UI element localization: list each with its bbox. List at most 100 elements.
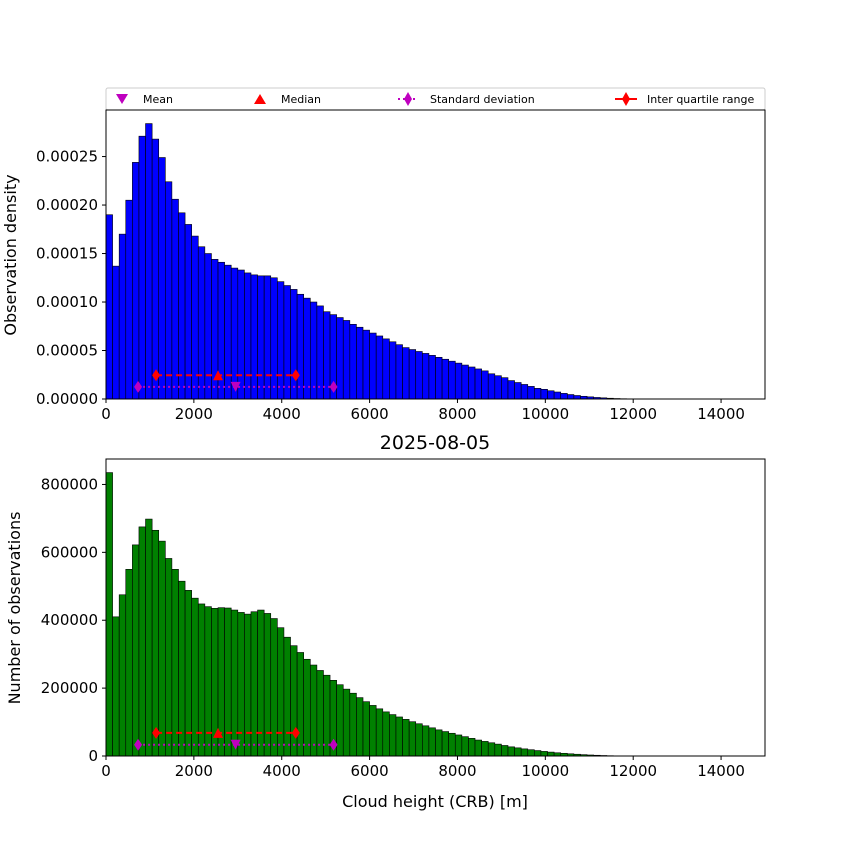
std-high-marker: [329, 738, 338, 751]
histogram-bar: [316, 305, 324, 400]
histogram-bar: [441, 731, 449, 757]
histogram-bar: [244, 613, 252, 757]
histogram-bar: [514, 747, 522, 757]
y-tick-label: 0.00005: [36, 342, 98, 360]
histogram-bar: [125, 199, 133, 400]
histogram-bar: [441, 358, 449, 400]
histogram-bar: [125, 569, 133, 757]
y-tick-label: 0: [88, 747, 98, 765]
histogram-bar: [138, 135, 146, 400]
histogram-bar: [296, 293, 304, 400]
x-tick-label: 2000: [175, 762, 213, 780]
histogram-bar: [230, 267, 239, 400]
histogram-bar: [461, 364, 469, 400]
histogram-bar: [283, 636, 291, 757]
histogram-bar: [468, 738, 476, 757]
histogram-bar: [448, 732, 456, 757]
histogram-bar: [507, 746, 515, 757]
histogram-bar: [178, 212, 186, 400]
x-tick-label: 10000: [521, 405, 569, 423]
histogram-bar: [151, 529, 160, 757]
histogram-bar: [112, 616, 120, 757]
histogram-bar: [408, 349, 417, 400]
histogram-bar: [178, 580, 186, 757]
top-y-axis-label: Observation density: [1, 174, 20, 335]
x-tick-label: 12000: [609, 762, 657, 780]
legend: Mean Median Standard deviation Inter qua…: [105, 87, 766, 111]
histogram-bar: [257, 609, 265, 757]
histogram-bar: [448, 360, 456, 400]
histogram-bar: [547, 751, 555, 757]
x-tick-label: 12000: [609, 405, 657, 423]
histogram-bar: [428, 355, 436, 400]
std-high-marker: [329, 380, 338, 393]
histogram-bar: [474, 368, 482, 400]
histogram-bar: [382, 338, 390, 400]
histogram-bar: [389, 341, 397, 400]
histogram-bar: [277, 627, 285, 757]
x-tick-label: 2000: [175, 405, 213, 423]
histogram-bar: [402, 347, 410, 400]
y-tick-label: 0.00000: [36, 390, 98, 408]
histogram-bar: [487, 742, 496, 757]
bottom-y-ticks: 0 200000 400000 600000 800000: [41, 475, 106, 765]
histogram-bar: [395, 716, 403, 757]
histogram-bar: [303, 658, 311, 757]
histogram-bar: [263, 275, 272, 400]
histogram-bar: [204, 253, 212, 400]
x-tick-label: 8000: [438, 405, 476, 423]
std-low-marker: [134, 380, 143, 393]
mean-marker: [230, 739, 241, 750]
histogram-bar: [237, 612, 245, 757]
y-tick-label: 0.00010: [36, 293, 98, 311]
histogram-bar: [560, 393, 568, 400]
histogram-bar: [494, 375, 502, 400]
histogram-bar: [501, 377, 509, 400]
histogram-bar: [362, 701, 370, 757]
histogram-bar: [138, 526, 146, 757]
median-marker: [213, 370, 224, 381]
histogram-bar: [290, 289, 298, 400]
histogram-bar: [534, 750, 542, 757]
histogram-bar: [171, 569, 179, 757]
x-tick-label: 14000: [697, 405, 745, 423]
histogram-bar: [369, 332, 377, 400]
bottom-axes-frame: [105, 458, 766, 757]
top-x-ticks: 0 2000 4000 6000 8000 10000 12000 14000: [101, 399, 745, 423]
legend-std-label: Standard deviation: [430, 93, 535, 106]
histogram-bar: [145, 518, 153, 757]
histogram-bar: [309, 301, 318, 400]
histogram-bar: [395, 344, 403, 400]
histogram-bar: [474, 739, 482, 757]
top-axes-frame: [105, 109, 766, 400]
histogram-bar: [145, 123, 153, 400]
x-tick-label: 8000: [438, 762, 476, 780]
legend-median-marker: [254, 94, 266, 104]
histogram-bar: [296, 652, 304, 757]
histogram-bar: [158, 540, 166, 757]
bottom-x-axis-label: Cloud height (CRB) [m]: [342, 792, 528, 811]
histogram-bar: [362, 329, 370, 400]
histogram-bar: [487, 373, 496, 400]
histogram-bar: [336, 317, 344, 400]
y-tick-label: 0.00020: [36, 196, 98, 214]
legend-iqr-marker: [622, 92, 630, 106]
histogram-bar: [184, 224, 192, 400]
histogram-bar: [342, 320, 351, 400]
histogram-bar: [454, 734, 463, 757]
x-tick-label: 10000: [521, 762, 569, 780]
histogram-bar: [283, 285, 291, 400]
histogram-bar: [165, 181, 173, 400]
top-bars: [105, 123, 627, 400]
histogram-bar: [415, 351, 423, 400]
std-low-marker: [134, 738, 143, 751]
histogram-bar: [389, 714, 397, 757]
histogram-bar: [481, 370, 489, 400]
median-marker: [213, 727, 224, 738]
histogram-bar: [534, 388, 542, 400]
histogram-bar: [422, 725, 430, 757]
histogram-bar: [501, 745, 509, 757]
histogram-bar: [402, 719, 410, 757]
bottom-y-axis-label: Number of observations: [5, 512, 24, 705]
